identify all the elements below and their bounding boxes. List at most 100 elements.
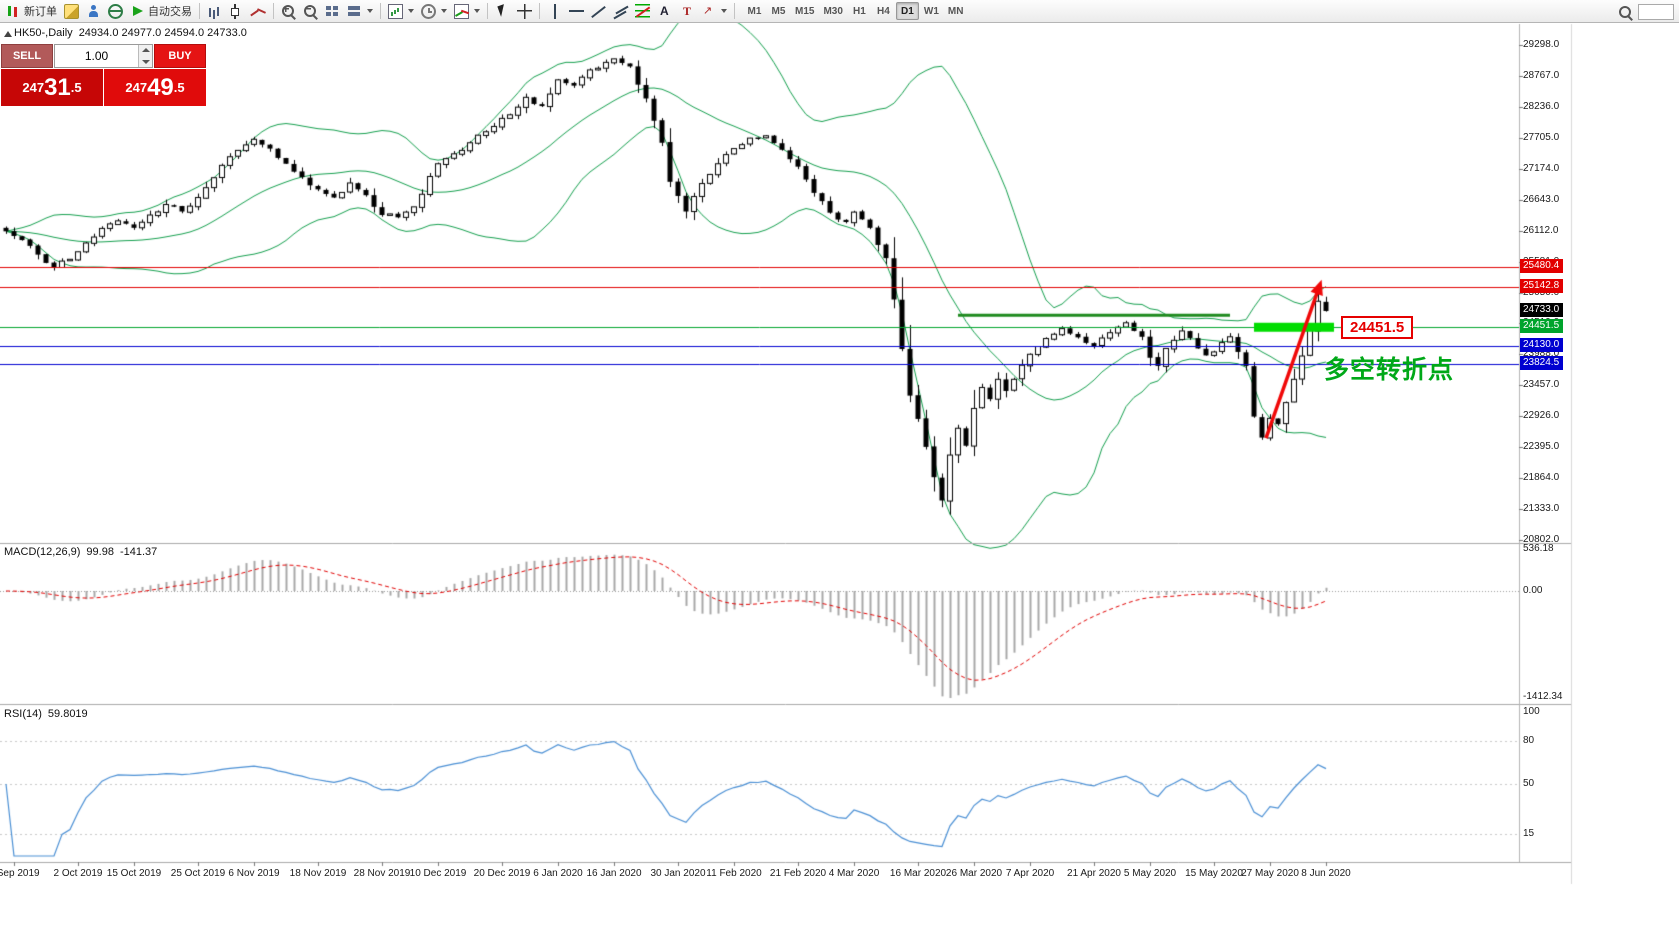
rsi-indicator-label: RSI(14) 59.8019 bbox=[4, 708, 88, 720]
rsi-value: 59.8019 bbox=[47, 708, 88, 720]
trendline-icon bbox=[591, 4, 606, 19]
price-digits: 49 bbox=[147, 73, 174, 101]
tile-windows-button[interactable] bbox=[322, 1, 343, 21]
text-icon bbox=[657, 4, 672, 19]
price-tick-label: 26112.0 bbox=[1523, 224, 1559, 236]
channel-button[interactable] bbox=[610, 1, 631, 21]
zoom-out-icon bbox=[303, 3, 318, 19]
market-watch-icon bbox=[86, 4, 101, 19]
market-watch-button[interactable] bbox=[83, 1, 104, 21]
line-chart-button[interactable] bbox=[248, 1, 269, 21]
timeframe-h4[interactable]: H4 bbox=[872, 2, 895, 20]
text-button[interactable] bbox=[654, 1, 675, 21]
price-tick-label: 27174.0 bbox=[1523, 162, 1560, 174]
buy-button[interactable]: BUY bbox=[154, 44, 206, 68]
toolbar-separator bbox=[380, 3, 381, 19]
timeframe-h1[interactable]: H1 bbox=[848, 2, 871, 20]
rsi-name: RSI(14) bbox=[4, 708, 42, 720]
fibonacci-button[interactable] bbox=[632, 1, 653, 21]
arrange-windows-button[interactable] bbox=[344, 1, 376, 21]
zoom-out-button[interactable] bbox=[300, 1, 321, 21]
price-tick-label: 29298.0 bbox=[1523, 39, 1560, 50]
chevron-down-icon bbox=[474, 9, 480, 13]
new-order-icon bbox=[6, 4, 21, 19]
text-label-icon bbox=[679, 4, 694, 19]
toolbar-separator bbox=[539, 3, 540, 19]
new-order-button[interactable]: 新订单 bbox=[3, 1, 60, 21]
rsi-axis-label: 15 bbox=[1523, 828, 1535, 840]
timeframe-mn[interactable]: MN bbox=[944, 2, 968, 20]
price-level-label: 24130.0 bbox=[1520, 338, 1564, 353]
trendline-button[interactable] bbox=[588, 1, 609, 21]
chart-symbol-ohlc: HK50-,Daily 24934.0 24977.0 24594.0 2473… bbox=[14, 27, 247, 39]
date-tick-label: 18 Nov 2019 bbox=[289, 868, 347, 879]
search-button[interactable] bbox=[1615, 2, 1636, 22]
volume-down-icon[interactable] bbox=[139, 56, 152, 67]
search-input[interactable] bbox=[1638, 4, 1674, 20]
price-tick-label: 20802.0 bbox=[1523, 534, 1560, 545]
docs-button[interactable] bbox=[105, 1, 126, 21]
date-tick-label: 27 May 2020 bbox=[1241, 868, 1299, 879]
macd-axis-label: 536.18 bbox=[1523, 543, 1554, 554]
price-tick-label: 26643.0 bbox=[1523, 193, 1560, 205]
cursor-button[interactable] bbox=[492, 1, 513, 21]
horizontal-line-button[interactable] bbox=[566, 1, 587, 21]
date-tick-label: 26 Mar 2020 bbox=[945, 868, 1003, 879]
volume-value[interactable]: 1.00 bbox=[84, 49, 109, 63]
bar-chart-button[interactable] bbox=[204, 1, 225, 21]
volume-stepper[interactable]: 1.00 bbox=[54, 44, 153, 68]
price-callout-box[interactable]: 24451.5 bbox=[1341, 316, 1414, 339]
symbol-title: HK50-,Daily bbox=[14, 27, 73, 39]
price-tick-label: 27705.0 bbox=[1523, 131, 1560, 143]
ohlc-values: 24934.0 24977.0 24594.0 24733.0 bbox=[78, 27, 247, 39]
profiles-button[interactable] bbox=[418, 1, 450, 21]
price-digits: .5 bbox=[70, 80, 82, 95]
new-chart-button[interactable] bbox=[385, 1, 417, 21]
date-tick-label: 16 Jan 2020 bbox=[586, 868, 642, 879]
metaeditor-button[interactable] bbox=[61, 1, 82, 21]
timeframe-d1[interactable]: D1 bbox=[895, 2, 919, 20]
macd-signal-value: -141.37 bbox=[119, 546, 158, 558]
date-tick-label: 30 Jan 2020 bbox=[650, 868, 706, 879]
cursor-icon bbox=[495, 4, 510, 19]
arrange-windows-icon bbox=[347, 4, 362, 19]
date-tick-label: 21 Apr 2020 bbox=[1067, 868, 1121, 879]
crosshair-button[interactable] bbox=[514, 1, 535, 21]
autotrading-button[interactable]: 自动交易 bbox=[127, 1, 195, 21]
timeframe-m1[interactable]: M1 bbox=[743, 2, 766, 20]
new-chart-icon bbox=[388, 3, 403, 19]
timeframe-m5[interactable]: M5 bbox=[767, 2, 790, 20]
sell-price[interactable]: 247 31.5 bbox=[1, 69, 103, 106]
vertical-line-button[interactable] bbox=[544, 1, 565, 21]
price-tick-label: 21864.0 bbox=[1523, 472, 1560, 484]
chevron-down-icon bbox=[721, 9, 727, 13]
candlestick-chart-button[interactable] bbox=[226, 1, 247, 21]
text-label-button[interactable] bbox=[676, 1, 697, 21]
toolbar-separator bbox=[734, 3, 735, 19]
date-tick-label: 15 Oct 2019 bbox=[106, 868, 162, 879]
profiles-icon bbox=[421, 3, 436, 19]
timeframe-m30[interactable]: M30 bbox=[819, 2, 846, 20]
zoom-in-button[interactable] bbox=[278, 1, 299, 21]
metaeditor-icon bbox=[64, 3, 79, 19]
date-tick-label: 15 May 2020 bbox=[1185, 868, 1243, 879]
indicators-icon bbox=[454, 3, 469, 19]
timeframe-w1[interactable]: W1 bbox=[920, 2, 943, 20]
indicators-button[interactable] bbox=[451, 1, 483, 21]
toolbar-separator bbox=[487, 3, 488, 19]
one-click-collapse-icon[interactable] bbox=[4, 31, 12, 37]
turning-point-note[interactable]: 多空转折点 bbox=[1324, 356, 1455, 384]
sell-button[interactable]: SELL bbox=[1, 44, 53, 68]
autotrading-label: 自动交易 bbox=[148, 6, 192, 18]
buy-price[interactable]: 247 49.5 bbox=[104, 69, 206, 106]
arrow-objects-button[interactable] bbox=[698, 1, 730, 21]
volume-up-icon[interactable] bbox=[139, 45, 152, 56]
rsi-axis-label: 80 bbox=[1523, 734, 1535, 746]
date-tick-label: 10 Dec 2019 bbox=[409, 868, 467, 879]
date-tick-label: 20 Dec 2019 bbox=[473, 868, 531, 879]
line-chart-icon bbox=[251, 4, 266, 19]
timeframe-m15[interactable]: M15 bbox=[791, 2, 818, 20]
